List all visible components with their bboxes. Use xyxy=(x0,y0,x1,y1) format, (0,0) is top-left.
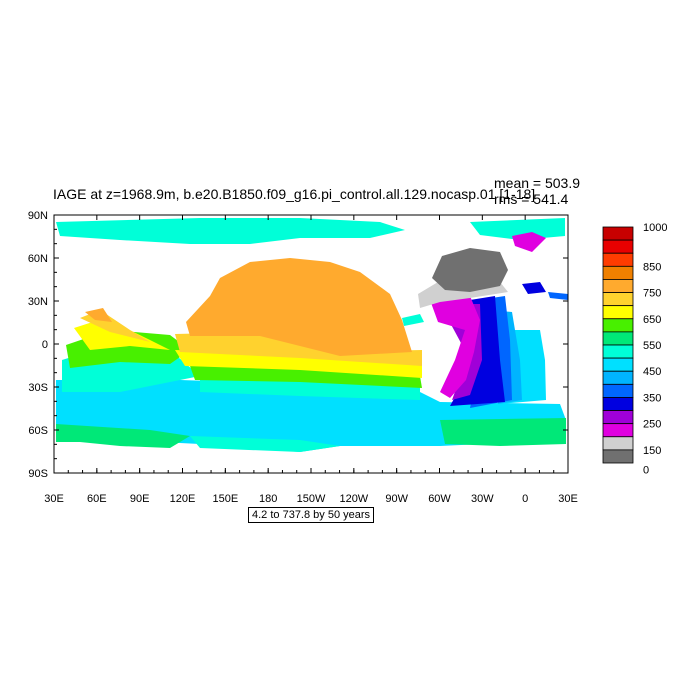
rms-label: rms = 541.4 xyxy=(494,191,569,207)
colorbar-swatch xyxy=(602,449,634,464)
labrador-magenta xyxy=(512,232,546,252)
colorbar-label: 0 xyxy=(643,465,649,477)
southern-ocean-green-2 xyxy=(440,418,566,446)
y-tick-label: 60S xyxy=(28,425,48,437)
y-tick-label: 30N xyxy=(28,296,48,308)
x-tick-label: 30W xyxy=(471,493,494,505)
x-tick-label: 150W xyxy=(297,493,326,505)
indian-ocean-dark-orange xyxy=(85,308,112,322)
x-tick-label: 180 xyxy=(259,493,277,505)
y-tick-label: 90S xyxy=(28,468,48,480)
colorbar-label: 650 xyxy=(643,314,661,326)
y-ticks: 90N 60N 30N 0 30S 60S 90S xyxy=(28,210,568,480)
colorbar-label: 550 xyxy=(643,340,661,352)
x-tick-label: 120E xyxy=(170,493,196,505)
colorbar-label: 150 xyxy=(643,445,661,457)
pacific-orange xyxy=(186,258,412,356)
southern-ocean-light xyxy=(56,380,566,452)
caribbean-cyan xyxy=(402,314,424,326)
colorbar-swatch xyxy=(602,279,634,293)
x-tick-label: 120W xyxy=(339,493,368,505)
colorbar-swatch xyxy=(602,383,634,398)
y-tick-label: 60N xyxy=(28,253,48,265)
x-tick-label: 150E xyxy=(212,493,238,505)
colorbar-swatch xyxy=(602,318,634,333)
colorbar-labels: 1000 850 750 650 550 450 350 250 150 0 xyxy=(643,222,667,477)
colorbar-swatch xyxy=(602,357,634,372)
greenland-sea-blue xyxy=(522,282,546,294)
southern-ocean-cyan xyxy=(190,436,340,452)
range-label: 4.2 to 737.8 by 50 years xyxy=(248,507,375,523)
x-tick-label: 0 xyxy=(522,493,528,505)
y-tick-label: 90N xyxy=(28,210,48,222)
colorbar-label: 1000 xyxy=(643,222,667,234)
colorbar-swatch xyxy=(602,331,634,346)
colorbar-swatch xyxy=(602,265,634,280)
colorbar-swatch xyxy=(602,226,634,241)
colorbar-swatch xyxy=(602,370,634,385)
arctic-ocean-2 xyxy=(470,218,565,240)
colorbar-swatch xyxy=(602,292,634,307)
colorbar xyxy=(602,226,634,464)
colorbar-swatch xyxy=(602,252,634,267)
colorbar-swatch xyxy=(602,239,634,254)
plot-title: IAGE at z=1968.9m, b.e20.B1850.f09_g16.p… xyxy=(53,186,536,202)
colorbar-label: 750 xyxy=(643,288,661,300)
north-atlantic-dark-gray xyxy=(432,248,508,292)
colorbar-swatch xyxy=(602,423,634,438)
x-tick-label: 90E xyxy=(130,493,150,505)
colorbar-swatch xyxy=(602,305,634,320)
colorbar-label: 350 xyxy=(643,392,661,404)
ocean-field xyxy=(56,218,568,452)
x-tick-label: 60W xyxy=(428,493,451,505)
x-ticks: 30E 60E 90E 120E 150E 180 150W 120W 90W 60W 30W 0 30… xyxy=(44,215,578,505)
atlantic-magenta xyxy=(430,296,480,398)
x-tick-label: 90W xyxy=(385,493,408,505)
colorbar-label: 850 xyxy=(643,261,661,273)
pacific-yellow xyxy=(175,350,422,378)
x-tick-label: 60E xyxy=(87,493,107,505)
x-tick-label: 30E xyxy=(44,493,64,505)
arctic-ocean xyxy=(56,218,405,244)
colorbar-swatch xyxy=(602,344,634,359)
colorbar-label: 250 xyxy=(643,419,661,431)
colorbar-label: 450 xyxy=(643,366,661,378)
colorbar-swatch xyxy=(602,410,634,425)
mean-label: mean = 503.9 xyxy=(494,175,581,191)
y-tick-label: 0 xyxy=(42,339,48,351)
x-tick-label: 30E xyxy=(558,493,578,505)
colorbar-swatch xyxy=(602,397,634,411)
indian-far-east-blue xyxy=(548,292,568,300)
pacific-light-orange xyxy=(175,332,422,366)
colorbar-swatch xyxy=(602,436,634,451)
southern-ocean-green xyxy=(56,424,190,448)
y-tick-label: 30S xyxy=(28,382,48,394)
